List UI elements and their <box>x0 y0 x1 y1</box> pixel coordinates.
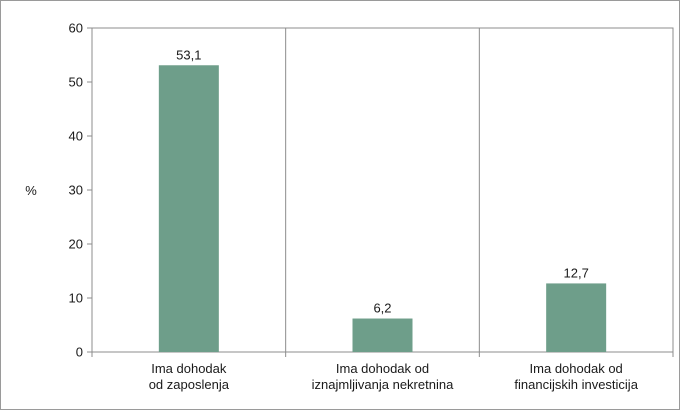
bar <box>546 283 607 352</box>
category-label: financijskih investicija <box>514 377 638 392</box>
y-axis-label: % <box>25 183 37 198</box>
data-label: 12,7 <box>564 265 589 280</box>
y-tick-label: 10 <box>69 291 83 306</box>
data-label: 6,2 <box>373 301 391 316</box>
y-tick-label: 40 <box>69 129 83 144</box>
category-label: od zaposlenja <box>149 377 230 392</box>
y-tick-label: 20 <box>69 237 83 252</box>
category-label: Ima dohodak <box>151 361 227 376</box>
category-label: Ima dohodak od <box>530 361 623 376</box>
bar <box>352 318 413 352</box>
data-label: 53,1 <box>176 47 201 62</box>
y-tick-label: 60 <box>69 21 83 36</box>
bar <box>158 65 219 352</box>
y-tick-label: 30 <box>69 183 83 198</box>
y-tick-label: 0 <box>76 345 83 360</box>
bars <box>158 65 607 352</box>
y-tick-label: 50 <box>69 75 83 90</box>
category-label: Ima dohodak od <box>336 361 429 376</box>
category-label: iznajmljivanja nekretnina <box>312 377 454 392</box>
